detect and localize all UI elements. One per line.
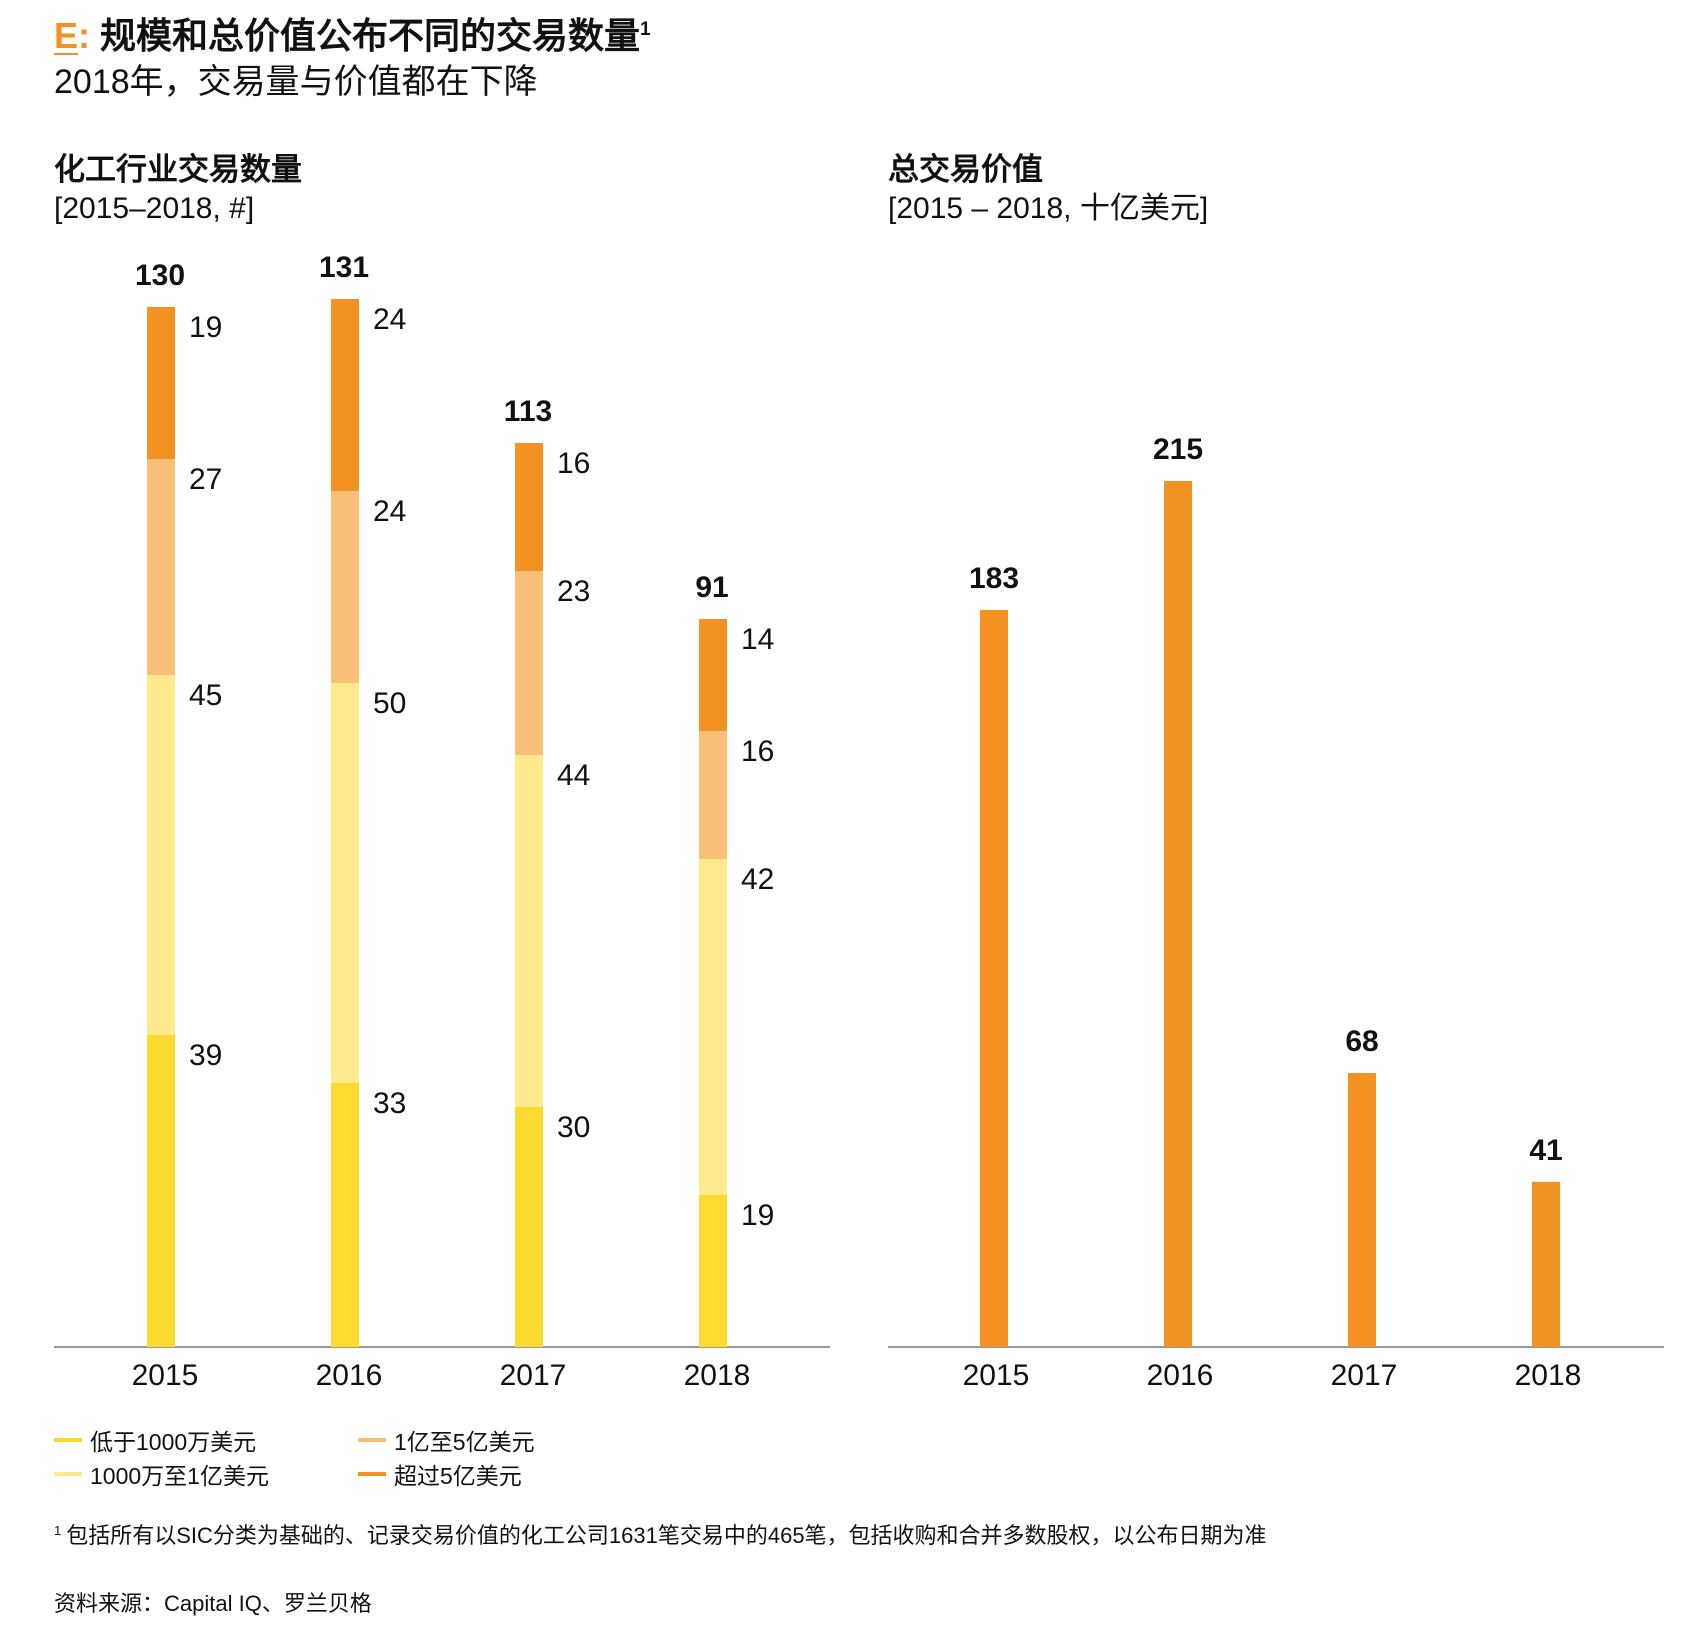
left-x-tick-2018: 2018: [684, 1359, 751, 1392]
left-chart-title: 化工行业交易数量: [54, 152, 302, 187]
bar-segment-2016-s2: [331, 491, 359, 683]
left-chart-subtitle: [2015–2018, #]: [54, 192, 255, 225]
bar-segment-2017-s1: [515, 755, 543, 1107]
segment-label-2016-s3: 24: [373, 303, 406, 336]
segment-label-2016-s2: 24: [373, 495, 406, 528]
right-x-tick-2017: 2017: [1331, 1359, 1398, 1392]
left-x-tick-2016: 2016: [316, 1359, 383, 1392]
right-x-tick-2018: 2018: [1515, 1359, 1582, 1392]
value-bar-2017: [1348, 1073, 1376, 1347]
footnote-marker: 1: [54, 1522, 62, 1538]
value-label-2016: 215: [1153, 433, 1203, 466]
total-label-2016: 131: [319, 251, 369, 284]
segment-label-2015-s0: 39: [189, 1039, 222, 1072]
segment-label-2018-s0: 19: [741, 1199, 774, 1232]
title-footnote-marker: 1: [640, 19, 651, 40]
bar-segment-2016-s3: [331, 299, 359, 491]
right-chart-subtitle: [2015 – 2018, 十亿美元]: [888, 192, 1209, 225]
right-x-tick-2016: 2016: [1147, 1359, 1214, 1392]
total-label-2017: 113: [504, 395, 552, 428]
legend-swatch: [54, 1472, 82, 1476]
legend-label: 低于1000万美元: [90, 1429, 257, 1455]
title-colon: :: [78, 15, 91, 56]
title-letter: E: [54, 15, 79, 56]
segment-label-2016-s0: 33: [373, 1087, 406, 1120]
value-bar-2015: [980, 609, 1008, 1347]
bar-segment-2016-s1: [331, 683, 359, 1083]
right-chart-heading: 总交易价值 [2015 – 2018, 十亿美元]: [888, 150, 1208, 228]
legend-item-10m-to-100m: 1000万至1亿美元: [54, 1458, 269, 1490]
segment-label-2018-s1: 42: [741, 863, 774, 896]
segment-label-2015-s2: 27: [189, 463, 222, 496]
footnote-text: 包括所有以SIC分类为基础的、记录交易价值的化工公司1631笔交易中的465笔，…: [66, 1523, 1267, 1548]
bar-segment-2018-s1: [699, 859, 727, 1195]
legend-item-under-10m: 低于1000万美元: [54, 1424, 256, 1456]
footnote: 1 包括所有以SIC分类为基础的、记录交易价值的化工公司1631笔交易中的465笔…: [54, 1518, 1267, 1550]
segment-label-2017-s3: 16: [557, 447, 590, 480]
segment-label-2017-s0: 30: [557, 1111, 590, 1144]
page-subtitle: 2018年，交易量与价值都在下降: [54, 63, 538, 101]
right-x-tick-2015: 2015: [963, 1359, 1030, 1392]
legend-item-over-500m: 超过5亿美元: [358, 1458, 522, 1490]
bar-segment-2018-s2: [699, 731, 727, 859]
value-label-2015: 183: [969, 562, 1019, 595]
value-label-2018: 41: [1529, 1134, 1562, 1167]
legend-swatch: [358, 1472, 386, 1476]
value-bar-2016: [1164, 481, 1192, 1347]
bar-segment-2017-s0: [515, 1107, 543, 1347]
segment-label-2017-s2: 23: [557, 575, 590, 608]
value-label-2017: 68: [1345, 1025, 1378, 1058]
total-label-2018: 91: [695, 571, 728, 604]
segment-label-2015-s1: 45: [189, 679, 222, 712]
legend: 低于1000万美元 1亿至5亿美元 1000万至1亿美元 超过5亿美元: [54, 1424, 614, 1500]
segment-label-2017-s1: 44: [557, 759, 590, 792]
page-title: E: 规模和总价值公布不同的交易数量1: [54, 8, 651, 58]
segment-label-2018-s3: 14: [741, 623, 774, 656]
bar-segment-2015-s3: [147, 307, 175, 459]
source-note: 资料来源：Capital IQ、罗兰贝格: [54, 1591, 372, 1616]
header: E: 规模和总价值公布不同的交易数量1 2018年，交易量与价值都在下降: [54, 8, 651, 104]
legend-label: 超过5亿美元: [394, 1463, 522, 1489]
legend-swatch: [54, 1438, 82, 1442]
bar-segment-2018-s3: [699, 619, 727, 731]
segment-label-2018-s2: 16: [741, 735, 774, 768]
legend-label: 1000万至1亿美元: [90, 1463, 269, 1489]
bar-segment-2018-s0: [699, 1195, 727, 1347]
legend-item-100m-to-500m: 1亿至5亿美元: [358, 1424, 535, 1456]
value-bar-2018: [1532, 1181, 1560, 1347]
bar-segment-2017-s2: [515, 571, 543, 755]
bar-segment-2015-s2: [147, 459, 175, 675]
left-chart-heading: 化工行业交易数量 [2015–2018, #]: [54, 150, 302, 228]
legend-label: 1亿至5亿美元: [394, 1429, 535, 1455]
legend-swatch: [358, 1438, 386, 1442]
bar-segment-2015-s0: [147, 1035, 175, 1347]
segment-label-2015-s3: 19: [189, 311, 222, 344]
total-label-2015: 130: [135, 259, 185, 292]
bar-segment-2015-s1: [147, 675, 175, 1035]
title-text: 规模和总价值公布不同的交易数量: [90, 15, 641, 56]
bar-segment-2016-s0: [331, 1083, 359, 1347]
left-x-tick-2015: 2015: [132, 1359, 199, 1392]
right-chart-title: 总交易价值: [888, 152, 1043, 187]
segment-label-2016-s1: 50: [373, 687, 406, 720]
bar-segment-2017-s3: [515, 443, 543, 571]
left-x-tick-2017: 2017: [500, 1359, 567, 1392]
